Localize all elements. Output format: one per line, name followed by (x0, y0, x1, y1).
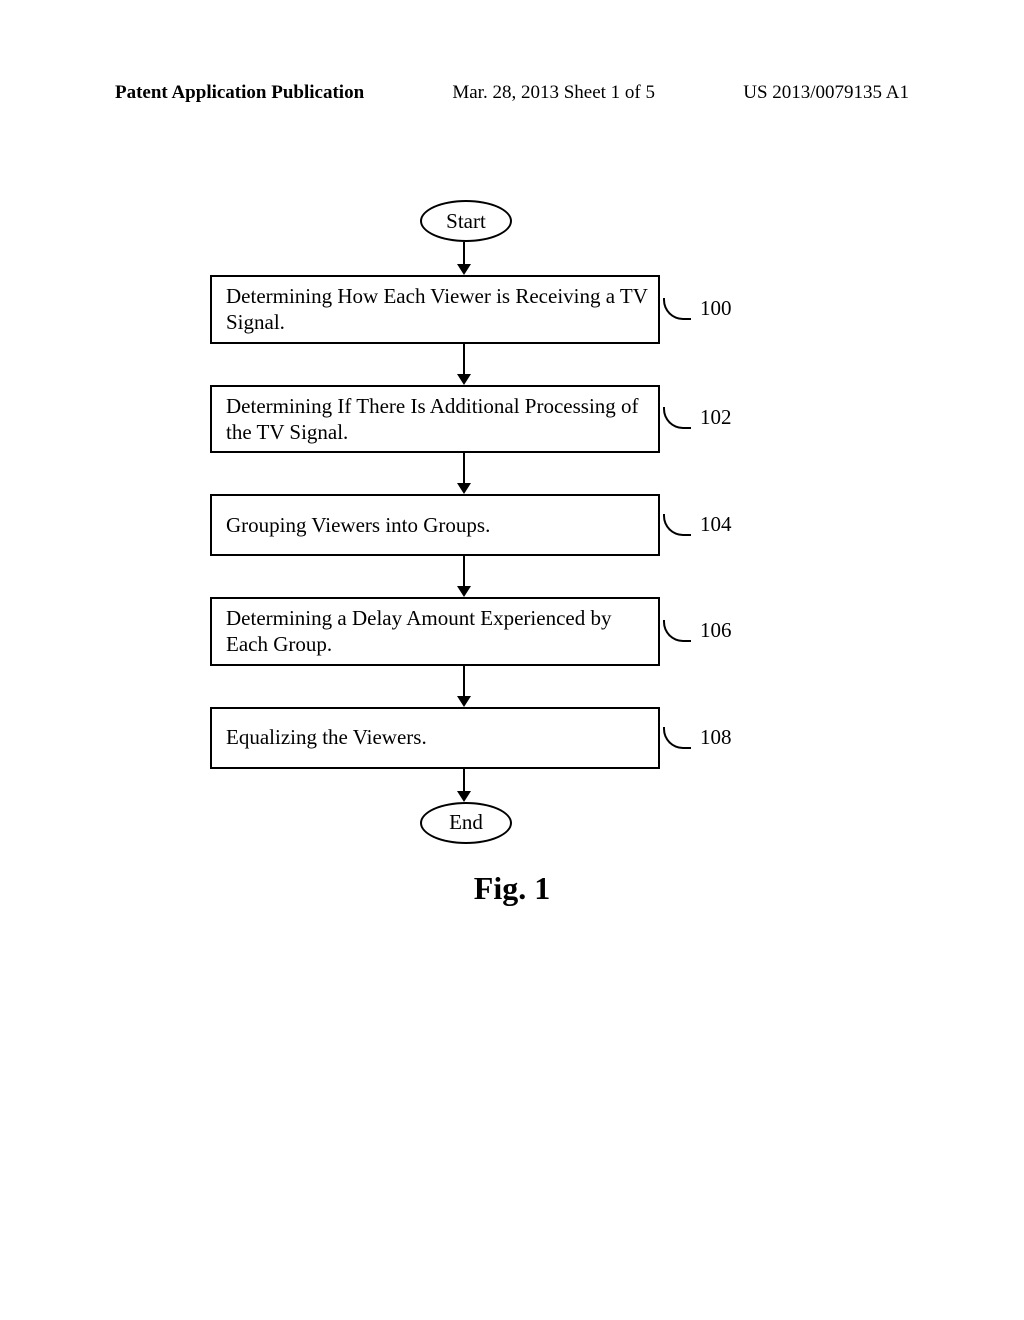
start-label: Start (446, 209, 486, 234)
end-label: End (449, 810, 483, 835)
process-text: Determining How Each Viewer is Receiving… (226, 283, 648, 336)
header-left: Patent Application Publication (115, 82, 364, 104)
process-step: Determining a Delay Amount Experienced b… (210, 597, 660, 666)
ref-label: 100 (700, 296, 732, 321)
process-step: Equalizing the Viewers. (210, 707, 660, 769)
ref-label: 104 (700, 512, 732, 537)
flowchart: Start Determining How Each Viewer is Rec… (210, 200, 790, 844)
header-center: Mar. 28, 2013 Sheet 1 of 5 (452, 82, 655, 104)
process-text: Determining If There Is Additional Proce… (226, 393, 648, 446)
ref-label: 102 (700, 405, 732, 430)
end-terminal: End (420, 802, 512, 844)
process-text: Equalizing the Viewers. (226, 724, 648, 750)
ref-label: 106 (700, 618, 732, 643)
process-step: Grouping Viewers into Groups. (210, 494, 660, 556)
process-step: Determining If There Is Additional Proce… (210, 385, 660, 454)
figure-caption: Fig. 1 (0, 870, 1024, 907)
header-right: US 2013/0079135 A1 (743, 82, 909, 104)
ref-label: 108 (700, 725, 732, 750)
start-terminal: Start (420, 200, 512, 242)
process-step: Determining How Each Viewer is Receiving… (210, 275, 660, 344)
process-text: Determining a Delay Amount Experienced b… (226, 605, 648, 658)
page-header: Patent Application Publication Mar. 28, … (0, 82, 1024, 104)
process-text: Grouping Viewers into Groups. (226, 512, 648, 538)
